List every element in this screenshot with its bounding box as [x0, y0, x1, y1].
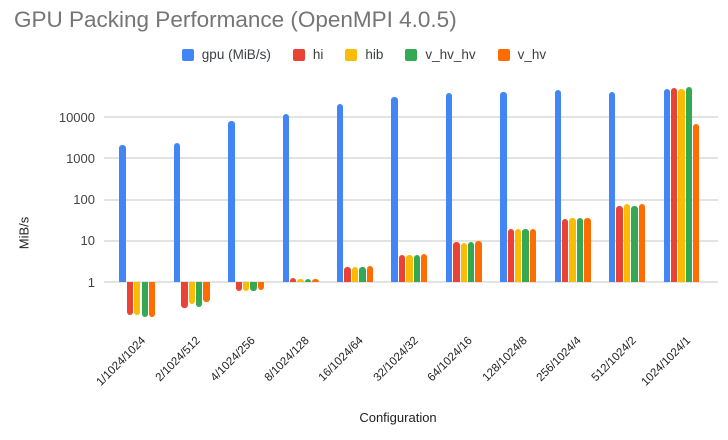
- bar-v-hv-hv-1-1024-1024[interactable]: [141, 282, 148, 318]
- legend-item-v-hv-hv[interactable]: v_hv_hv: [405, 47, 476, 62]
- y-tick-label-10: 10: [80, 233, 95, 249]
- bar-hi-8-1024-128[interactable]: [289, 278, 297, 282]
- bar-hi-2-1024-512[interactable]: [181, 282, 188, 309]
- bar-hi-1024-1024-1[interactable]: [670, 88, 678, 282]
- bar-hib-1-1024-1024[interactable]: [134, 282, 141, 315]
- legend-item-gpu-mib-s[interactable]: gpu (MiB/s): [181, 47, 271, 62]
- bar-v-hv-1024-1024-1[interactable]: [693, 123, 700, 282]
- legend-item-v-hv[interactable]: v_hv: [497, 47, 547, 62]
- bar-hi-32-1024-32[interactable]: [398, 255, 406, 282]
- y-tick-label-10000: 10000: [58, 109, 95, 125]
- bar-v-hv-hv-8-1024-128[interactable]: [304, 278, 312, 282]
- gridline-10: [104, 239, 718, 242]
- bar-gpu-mib-s-32-1024-32[interactable]: [391, 96, 398, 282]
- bar-gpu-mib-s-512-1024-2[interactable]: [609, 91, 616, 282]
- bar-hib-256-1024-4[interactable]: [569, 217, 576, 282]
- x-tick-label-1-1024-1024: 1/1024/1024: [94, 334, 149, 389]
- bar-v-hv-hv-512-1024-2[interactable]: [631, 205, 638, 282]
- legend-label: v_hv_hv: [425, 47, 476, 62]
- x-tick-label-32-1024-32: 32/1024/32: [371, 334, 421, 384]
- bar-v-hv-2-1024-512[interactable]: [203, 282, 210, 302]
- bar-hib-8-1024-128[interactable]: [297, 278, 304, 282]
- chart-title: GPU Packing Performance (OpenMPI 4.0.5): [14, 7, 457, 32]
- bar-v-hv-256-1024-4[interactable]: [584, 217, 591, 282]
- bar-hib-4-1024-256[interactable]: [242, 282, 250, 291]
- x-tick-label-256-1024-4: 256/1024/4: [534, 334, 584, 384]
- legend-item-hi[interactable]: hi: [292, 47, 324, 62]
- gridline-1: [104, 281, 718, 283]
- bar-gpu-mib-s-8-1024-128[interactable]: [282, 113, 289, 282]
- legend-label: hi: [312, 47, 324, 62]
- bar-v-hv-64-1024-16[interactable]: [475, 241, 482, 282]
- y-tick-label-1: 1: [87, 274, 95, 290]
- x-axis-title: Configuration: [359, 410, 437, 425]
- bar-gpu-mib-s-4-1024-256[interactable]: [228, 121, 235, 282]
- bar-gpu-mib-s-2-1024-512[interactable]: [173, 142, 181, 282]
- y-axis-title: MiB/s: [16, 216, 32, 250]
- bar-v-hv-hv-16-1024-64[interactable]: [359, 267, 366, 282]
- bar-v-hv-hv-64-1024-16[interactable]: [468, 241, 475, 282]
- bar-gpu-mib-s-128-1024-8[interactable]: [500, 91, 507, 282]
- x-tick-label-8-1024-128: 8/1024/128: [262, 334, 312, 384]
- bar-gpu-mib-s-1-1024-1024[interactable]: [119, 145, 126, 282]
- chart-legend: gpu (MiB/s) hi hib v_hv_hv v_hv: [0, 47, 728, 62]
- legend-swatch-icon: [292, 48, 305, 61]
- bar-v-hv-hv-32-1024-32[interactable]: [413, 255, 420, 282]
- bar-hib-512-1024-2[interactable]: [623, 203, 631, 282]
- legend-label: hib: [365, 47, 384, 62]
- x-tick-label-128-1024-8: 128/1024/8: [480, 334, 530, 384]
- bar-hi-64-1024-16[interactable]: [453, 241, 460, 282]
- bar-v-hv-128-1024-8[interactable]: [529, 229, 537, 282]
- bar-hi-16-1024-64[interactable]: [344, 267, 351, 282]
- bar-hib-128-1024-8[interactable]: [515, 229, 522, 282]
- bar-v-hv-hv-4-1024-256[interactable]: [250, 282, 257, 291]
- bar-hi-512-1024-2[interactable]: [616, 205, 623, 282]
- legend-swatch-icon: [405, 48, 418, 61]
- bar-hi-128-1024-8[interactable]: [507, 229, 515, 282]
- bar-v-hv-4-1024-256[interactable]: [257, 282, 265, 291]
- legend-swatch-icon: [497, 48, 510, 61]
- bar-hib-32-1024-32[interactable]: [406, 255, 413, 282]
- bar-v-hv-16-1024-64[interactable]: [366, 265, 373, 282]
- bar-v-hv-8-1024-128[interactable]: [312, 278, 319, 282]
- bar-hib-64-1024-16[interactable]: [460, 242, 467, 282]
- legend-swatch-icon: [345, 48, 358, 61]
- legend-label: v_hv: [517, 47, 547, 62]
- bar-v-hv-hv-2-1024-512[interactable]: [195, 282, 203, 307]
- x-tick-label-512-1024-2: 512/1024/2: [589, 334, 639, 384]
- x-tick-label-64-1024-16: 64/1024/16: [425, 334, 476, 384]
- bar-hib-2-1024-512[interactable]: [188, 282, 195, 305]
- x-tick-label-16-1024-64: 16/1024/64: [317, 334, 367, 384]
- gridline-100: [104, 198, 718, 201]
- legend-item-hib[interactable]: hib: [345, 47, 383, 62]
- bar-gpu-mib-s-64-1024-16[interactable]: [445, 92, 453, 282]
- gridline-10000: [104, 116, 718, 119]
- bar-hi-1-1024-1024[interactable]: [126, 282, 134, 315]
- x-tick-label-2-1024-512: 2/1024/512: [153, 334, 203, 384]
- bar-hi-4-1024-256[interactable]: [235, 282, 242, 292]
- x-tick-label-1024-1024-1: 1024/1024/1: [639, 334, 693, 389]
- y-tick-label-1000: 1000: [66, 150, 95, 166]
- bar-hib-16-1024-64[interactable]: [351, 267, 359, 282]
- bar-v-hv-512-1024-2[interactable]: [638, 204, 646, 282]
- legend-swatch-icon: [181, 48, 194, 61]
- bar-hi-256-1024-4[interactable]: [562, 218, 569, 282]
- y-tick-label-100: 100: [73, 192, 95, 208]
- bar-v-hv-32-1024-32[interactable]: [421, 253, 428, 282]
- bar-hib-1024-1024-1[interactable]: [678, 89, 685, 282]
- bar-gpu-mib-s-16-1024-64[interactable]: [336, 103, 344, 282]
- bar-v-hv-1-1024-1024[interactable]: [148, 282, 156, 318]
- gridline-1000: [104, 157, 718, 160]
- bar-v-hv-hv-256-1024-4[interactable]: [576, 217, 584, 282]
- x-tick-label-4-1024-256: 4/1024/256: [208, 334, 258, 384]
- bar-v-hv-hv-128-1024-8[interactable]: [522, 229, 529, 282]
- legend-label: gpu (MiB/s): [201, 47, 271, 62]
- bar-gpu-mib-s-256-1024-4[interactable]: [554, 90, 562, 282]
- bar-v-hv-hv-1024-1024-1[interactable]: [685, 87, 693, 282]
- bar-gpu-mib-s-1024-1024-1[interactable]: [663, 89, 670, 282]
